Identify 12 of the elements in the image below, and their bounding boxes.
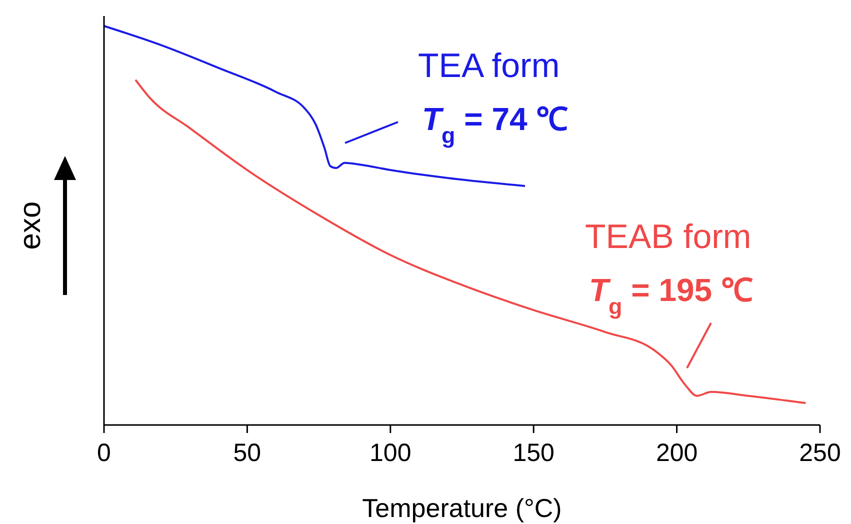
y-axis-title: exo [14,201,47,250]
x-axis-title: Temperature (°C) [362,493,562,523]
annotation: TEAB form [585,218,752,256]
x-tick-label: 250 [799,439,841,467]
x-tick-label: 150 [512,439,554,467]
x-tick-label: 0 [97,439,111,467]
annotation: T$_{g}$ = 74 ℃ [422,101,568,148]
x-tick-label: 50 [233,439,262,467]
annotation: T$_{g}$ = 195 ℃ [589,272,753,318]
x-tick-label: 100 [370,439,412,467]
x-tick-label: 200 [656,439,698,467]
annotation: TEA form [418,47,560,85]
